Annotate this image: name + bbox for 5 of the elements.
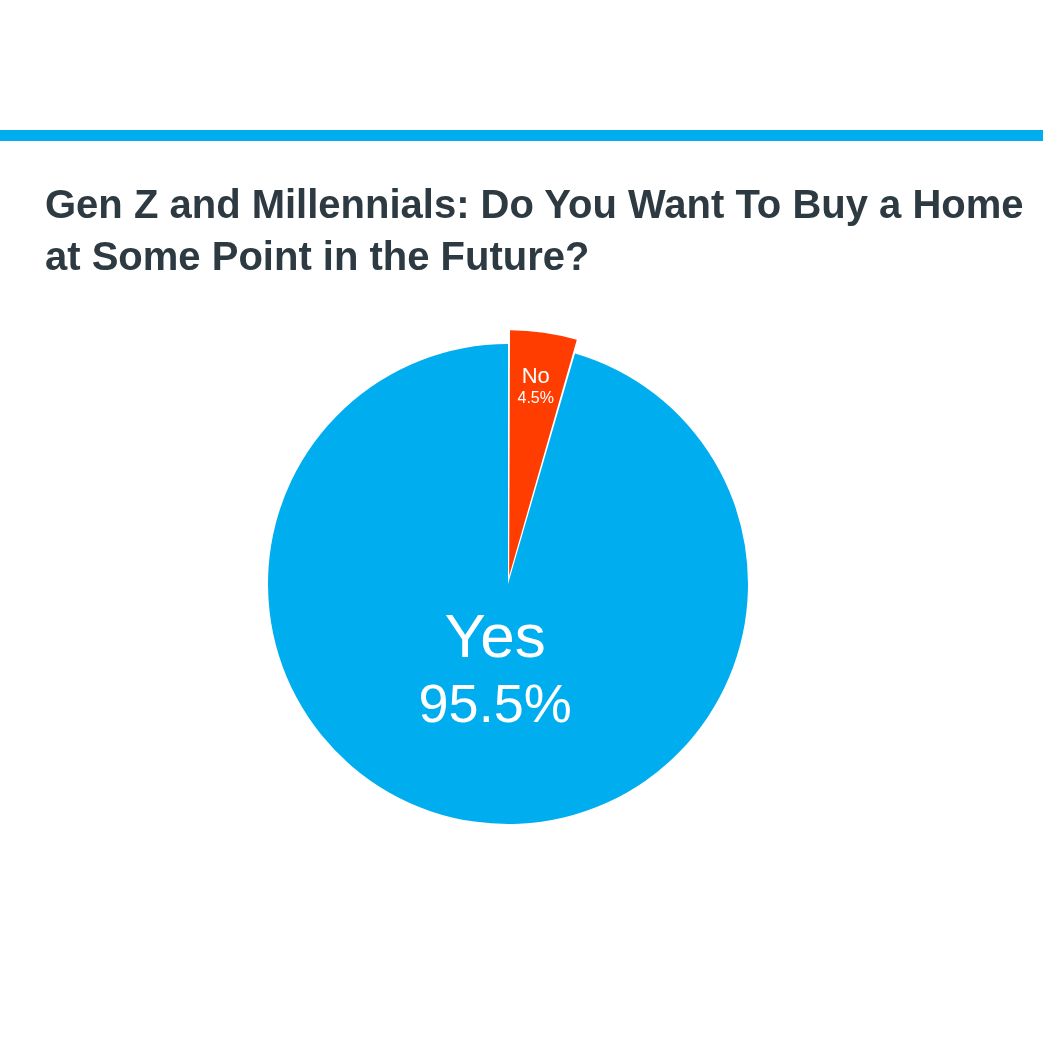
slice-label: No	[521, 363, 550, 389]
data-label: 4.5%	[517, 389, 554, 407]
data-label: 95.5%	[418, 672, 572, 733]
slice-label: Yes	[444, 601, 546, 671]
chart-title: Gen Z and Millennials: Do You Want To Buy a Home at Some Point in the Future?	[45, 181, 1025, 280]
